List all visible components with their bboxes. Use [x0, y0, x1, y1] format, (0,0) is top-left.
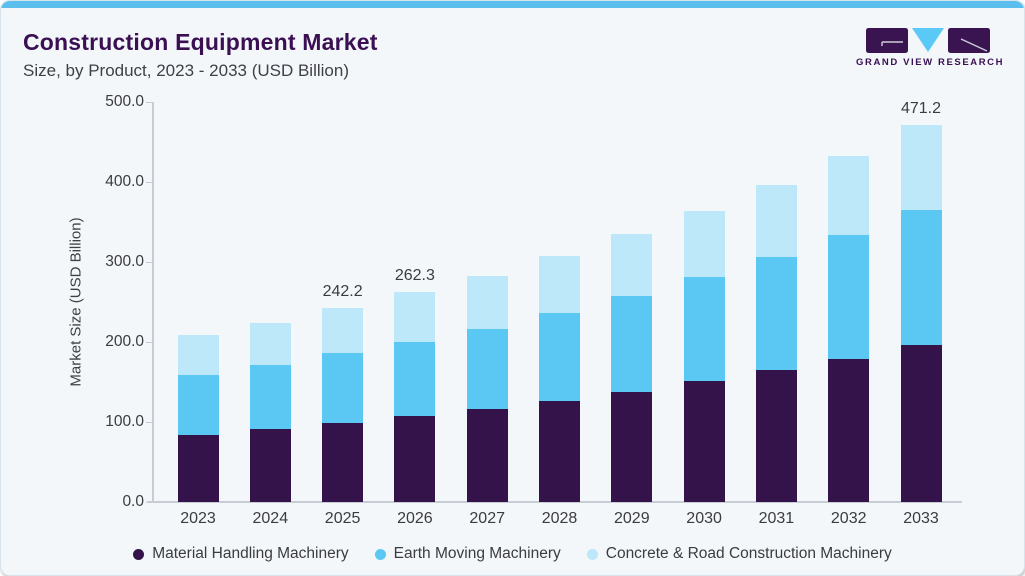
y-tick-label: 400.0 — [105, 173, 144, 190]
legend-label: Material Handling Machinery — [152, 545, 349, 562]
bar-segment-2032-concrete-road — [828, 156, 870, 235]
legend-item-material-handling: Material Handling Machinery — [133, 545, 349, 563]
bar-segment-2033-earth-moving — [900, 209, 942, 345]
bar-total-label-2033: 471.2 — [900, 100, 942, 118]
bar-segment-2024-earth-moving — [249, 365, 291, 429]
x-tick-label-2023: 2023 — [180, 510, 216, 527]
y-tick-mark — [146, 501, 153, 503]
bar-segment-2027-concrete-road — [466, 275, 508, 329]
legend-label: Concrete & Road Construction Machinery — [605, 545, 892, 562]
bar-2027 — [466, 275, 508, 502]
legend-item-concrete-road: Concrete & Road Construction Machinery — [586, 545, 892, 563]
bar-segment-2030-concrete-road — [683, 210, 725, 278]
y-tick-mark — [146, 421, 153, 423]
bar-segment-2030-earth-moving — [683, 277, 725, 382]
legend-label: Earth Moving Machinery — [393, 545, 561, 562]
x-tick-label-2027: 2027 — [469, 510, 505, 527]
bar-segment-2029-material-handling — [611, 391, 653, 502]
bar-2032 — [828, 156, 870, 502]
bar-segment-2029-concrete-road — [611, 234, 653, 297]
bar-segment-2025-concrete-road — [322, 308, 364, 354]
bar-segment-2028-material-handling — [539, 401, 580, 502]
bar-segment-2030-material-handling — [683, 381, 725, 502]
bar-segment-2026-material-handling — [394, 416, 436, 502]
bar-segment-2027-earth-moving — [466, 328, 508, 410]
bar-2023 — [177, 335, 219, 502]
y-axis-title: Market Size (USD Billion) — [67, 217, 85, 387]
chart-legend: Material Handling Machinery Earth Moving … — [1, 545, 1024, 563]
x-tick-label-2029: 2029 — [614, 510, 650, 527]
bar-2029 — [611, 234, 653, 502]
bar-2033 — [900, 125, 942, 502]
bar-segment-2028-earth-moving — [539, 312, 580, 402]
bar-segment-2023-earth-moving — [177, 375, 219, 435]
bar-2025 — [322, 308, 364, 502]
bar-segment-2033-concrete-road — [900, 125, 942, 210]
y-tick-label: 100.0 — [105, 413, 144, 430]
bar-total-label-2025: 242.2 — [322, 283, 363, 301]
x-tick-label-2030: 2030 — [686, 510, 722, 527]
bar-segment-2023-material-handling — [177, 435, 219, 502]
x-tick-label-2024: 2024 — [252, 510, 289, 527]
x-tick-label-2032: 2032 — [830, 510, 867, 527]
y-tick-label: 0.0 — [122, 493, 144, 510]
y-tick-mark — [146, 341, 153, 343]
gvr-logo: GRAND VIEW RESEARCH — [856, 28, 1005, 68]
legend-dot-icon — [586, 548, 598, 560]
x-tick-label-2033: 2033 — [903, 510, 939, 527]
bar-segment-2024-material-handling — [249, 429, 291, 502]
legend-dot-icon — [133, 548, 145, 560]
bar-2031 — [755, 184, 797, 502]
bar-segment-2026-earth-moving — [394, 341, 436, 417]
gvr-logo-text: GRAND VIEW RESEARCH — [856, 57, 1005, 68]
x-tick-label-2028: 2028 — [541, 510, 578, 527]
bar-segment-2026-concrete-road — [394, 292, 436, 342]
y-tick-label: 300.0 — [105, 253, 144, 270]
legend-item-earth-moving: Earth Moving Machinery — [374, 545, 561, 563]
bar-segment-2029-earth-moving — [611, 296, 653, 392]
bar-segment-2027-material-handling — [466, 409, 508, 502]
card-top-accent — [1, 1, 1024, 8]
bar-2030 — [683, 210, 725, 502]
page-title: Construction Equipment Market — [23, 29, 378, 55]
bar-segment-2033-material-handling — [900, 344, 942, 502]
y-tick-mark — [146, 261, 153, 263]
bar-2024 — [249, 322, 291, 502]
y-axis-line — [152, 102, 154, 502]
y-tick-mark — [146, 181, 153, 183]
x-tick-label-2031: 2031 — [758, 510, 795, 527]
y-tick-label: 500.0 — [105, 93, 144, 110]
bar-segment-2031-material-handling — [755, 370, 797, 502]
page-subtitle: Size, by Product, 2023 - 2033 (USD Billi… — [23, 61, 349, 80]
y-tick-label: 200.0 — [105, 333, 144, 350]
bar-segment-2024-concrete-road — [249, 322, 291, 366]
bar-segment-2032-earth-moving — [828, 234, 870, 359]
bar-segment-2023-concrete-road — [177, 335, 219, 376]
bar-total-label-2026: 262.3 — [394, 267, 435, 285]
bar-2028 — [539, 255, 580, 502]
bar-segment-2025-material-handling — [322, 423, 364, 502]
bar-segment-2032-material-handling — [828, 358, 870, 502]
bar-segment-2031-earth-moving — [755, 257, 797, 371]
y-tick-mark — [146, 101, 153, 103]
bar-segment-2025-earth-moving — [322, 353, 364, 424]
plot-area: 242.2 262.3 471.2 — [153, 100, 961, 502]
legend-dot-icon — [374, 548, 386, 560]
x-tick-label-2026: 2026 — [397, 510, 433, 527]
x-tick-label-2025: 2025 — [324, 510, 361, 527]
bar-segment-2031-concrete-road — [755, 184, 797, 258]
bar-segment-2028-concrete-road — [539, 255, 580, 313]
bar-2026 — [394, 292, 436, 502]
gvr-logo-mark — [866, 28, 990, 53]
